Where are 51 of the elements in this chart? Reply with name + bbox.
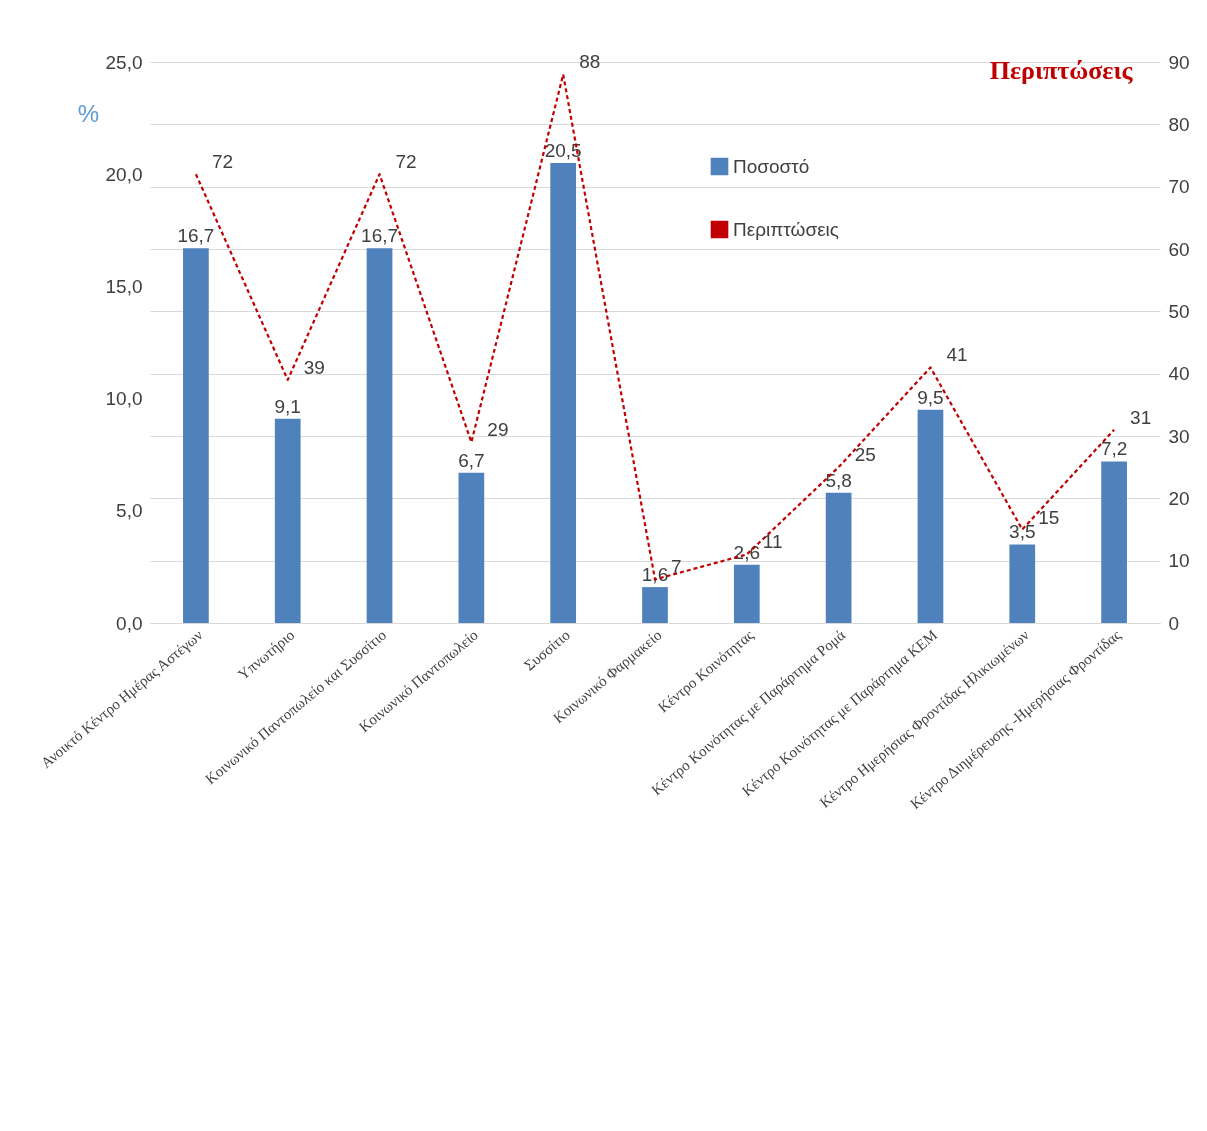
y2-tick-label: 30: [1168, 425, 1190, 447]
y-tick-label: 25,0: [105, 51, 143, 73]
y-axis-title: %: [77, 99, 100, 127]
data-label: 29: [487, 419, 509, 441]
bar: [1009, 544, 1036, 623]
bar: [550, 162, 577, 623]
bar: [1101, 461, 1127, 623]
data-label: 25: [854, 444, 876, 466]
data-label: 31: [1130, 406, 1152, 428]
legend-label: Περιπτώσεις: [733, 218, 839, 240]
data-label: 5,8: [825, 469, 852, 491]
data-label: 9,1: [274, 395, 301, 417]
bar: [733, 564, 760, 623]
data-label: 72: [395, 151, 417, 173]
y2-tick-label: 0: [1168, 612, 1180, 634]
data-label: 15: [1038, 506, 1060, 528]
bar: [183, 248, 209, 623]
y2-tick-label: 60: [1168, 238, 1190, 260]
y2-tick-label: 80: [1168, 113, 1190, 135]
y2-tick-label: 20: [1168, 487, 1190, 509]
y-tick-label: 10,0: [105, 388, 143, 410]
data-label: 20,5: [544, 139, 582, 161]
y2-tick-label: 70: [1168, 176, 1190, 198]
data-label: 41: [946, 344, 968, 366]
bar: [825, 492, 852, 623]
bar: [458, 472, 485, 623]
data-label: 7: [671, 556, 682, 578]
data-label: 11: [762, 531, 783, 553]
data-label: 39: [303, 356, 325, 378]
y2-tick-label: 90: [1168, 51, 1190, 73]
data-label: 3,5: [1009, 521, 1036, 543]
y-tick-label: 5,0: [116, 500, 143, 522]
legend-label: Ποσοστό: [733, 155, 810, 177]
data-label: 72: [211, 151, 234, 173]
y2-tick-label: 10: [1168, 550, 1190, 572]
data-label: 7,2: [1100, 438, 1128, 460]
data-label: 16,7: [361, 225, 399, 247]
bar: [366, 248, 393, 623]
bar: [917, 409, 944, 623]
data-label: 16,7: [177, 225, 215, 247]
y-tick-label: 0,0: [116, 612, 143, 634]
y2-tick-label: 50: [1168, 300, 1190, 322]
y-tick-label: 20,0: [105, 163, 143, 185]
data-label: 88: [579, 51, 601, 73]
y2-axis-title: Περιπτώσεις: [989, 55, 1134, 85]
data-label: 6,7: [458, 449, 485, 471]
bar: [642, 587, 668, 623]
y2-tick-label: 40: [1168, 363, 1190, 385]
data-label: 9,5: [917, 386, 944, 408]
bar: [274, 418, 301, 623]
y-tick-label: 15,0: [105, 275, 143, 297]
